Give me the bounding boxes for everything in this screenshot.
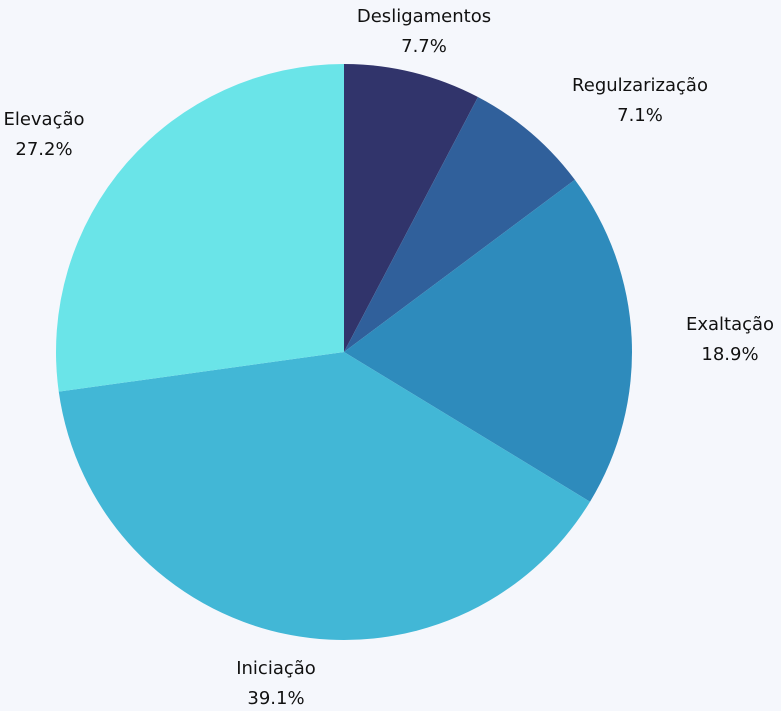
pie-slice-regulzarização [344, 97, 575, 352]
slice-label: Exaltação [686, 314, 774, 335]
pie-labels: Desligamentos 7.7% Regulzarização 7.1% Exalt… [3, 6, 774, 709]
slice-label: Iniciação [236, 658, 316, 679]
slice-label: Elevação [3, 109, 84, 130]
pie-slice-desligamentos [344, 64, 478, 352]
slice-percent-label: 39.1% [247, 688, 304, 709]
slice-label: Regulzarização [572, 75, 708, 96]
pie-slice-elevação [56, 64, 344, 392]
pie-slices [56, 64, 633, 640]
slice-percent-label: 7.1% [617, 105, 663, 126]
slice-percent-label: 27.2% [15, 139, 72, 160]
pie-slice-exaltação [344, 179, 633, 502]
slice-percent-label: 18.9% [701, 344, 758, 365]
pie-slice-iniciação [58, 352, 591, 640]
slice-percent-label: 7.7% [401, 36, 447, 57]
slice-label: Desligamentos [357, 6, 491, 27]
